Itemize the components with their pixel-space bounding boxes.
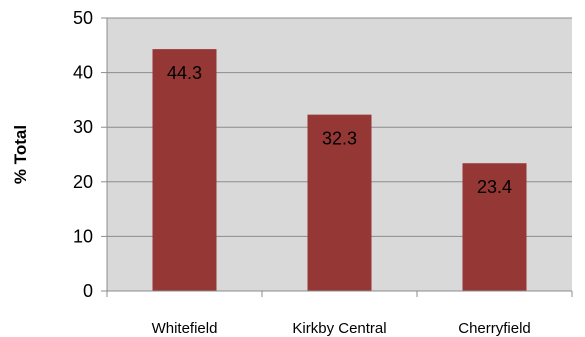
x-tick-label: Kirkby Central bbox=[292, 320, 386, 337]
bar-cherryfield bbox=[462, 163, 527, 291]
labels: 0 10 20 30 40 50 44.3 Whitefield 32.3 Kirkby Cent… bbox=[73, 8, 531, 337]
y-tick-label: 0 bbox=[83, 281, 93, 301]
axes bbox=[101, 17, 573, 297]
x-tick-label: Cherryfield bbox=[458, 320, 531, 337]
y-tick-label: 40 bbox=[73, 63, 93, 83]
y-tick-label: 10 bbox=[73, 226, 93, 246]
y-tick-label: 20 bbox=[73, 172, 93, 192]
data-label: 32.3 bbox=[322, 129, 357, 149]
x-tick-label: Whitefield bbox=[152, 320, 218, 337]
bar-kirkby-central bbox=[307, 114, 372, 291]
data-label: 23.4 bbox=[477, 177, 512, 197]
data-label: 44.3 bbox=[167, 63, 202, 83]
y-tick-label: 30 bbox=[73, 117, 93, 137]
y-axis-title: % Total bbox=[11, 125, 30, 184]
y-tick-label: 50 bbox=[73, 8, 93, 28]
bar-whitefield bbox=[152, 49, 217, 291]
bars bbox=[152, 49, 527, 291]
